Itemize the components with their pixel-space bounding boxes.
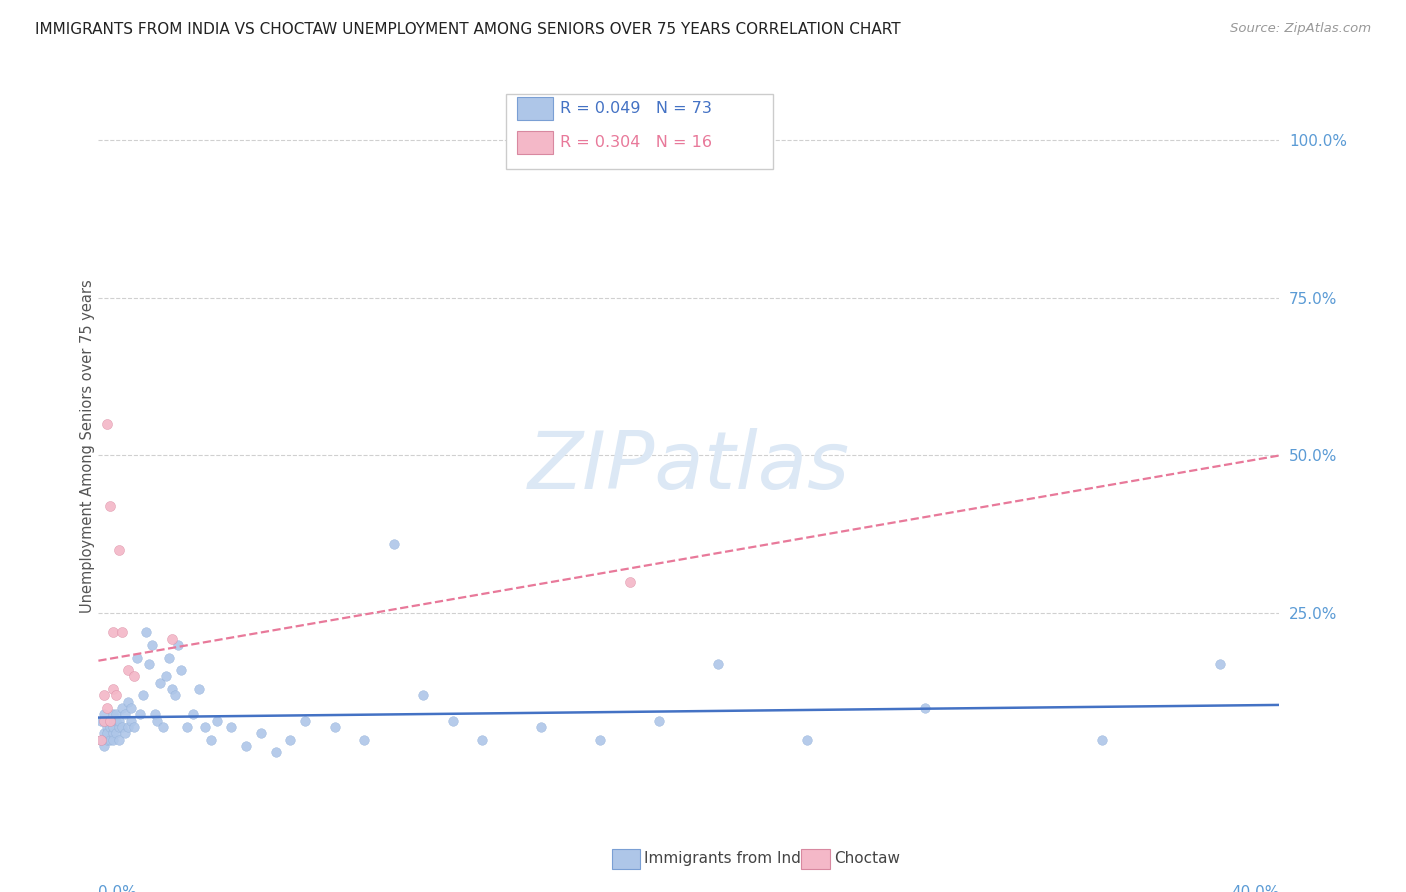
Point (108, 543, 131, 558)
Point (96, 417, 118, 431)
Point (96, 732, 118, 747)
Point (117, 720, 139, 734)
Point (103, 720, 125, 734)
Point (98, 714, 121, 728)
Point (170, 663, 193, 677)
Point (176, 720, 198, 734)
Point (219, 720, 242, 734)
Point (796, 732, 818, 747)
Point (138, 657, 160, 671)
Point (323, 720, 346, 734)
Point (108, 732, 131, 747)
Point (117, 663, 139, 677)
Point (135, 625, 157, 640)
Point (194, 720, 217, 734)
Point (93, 726, 115, 740)
Point (382, 537, 405, 551)
Y-axis label: Unemployment Among Seniors over 75 years: Unemployment Among Seniors over 75 years (80, 279, 94, 613)
Point (707, 657, 730, 671)
Point (187, 682, 209, 697)
Point (235, 739, 257, 753)
Point (589, 732, 612, 747)
Text: 40.0%: 40.0% (1232, 885, 1279, 892)
Point (152, 720, 174, 734)
Point (165, 689, 187, 703)
Point (149, 675, 172, 690)
Point (98, 714, 121, 728)
Text: ZIPatlas: ZIPatlas (527, 428, 851, 507)
Point (93, 714, 115, 728)
Point (141, 638, 163, 652)
Point (90, 732, 112, 747)
Point (105, 714, 128, 728)
Point (162, 632, 183, 646)
Point (122, 720, 145, 734)
Point (103, 682, 125, 697)
Point (132, 689, 155, 703)
Text: Choctaw: Choctaw (834, 851, 900, 865)
Point (108, 720, 131, 734)
Text: Source: ZipAtlas.com: Source: ZipAtlas.com (1230, 22, 1371, 36)
Point (250, 726, 273, 740)
Point (98, 732, 121, 747)
Point (111, 720, 134, 734)
Point (157, 650, 180, 665)
Point (146, 714, 169, 728)
Point (105, 689, 128, 703)
Point (530, 720, 553, 734)
Point (103, 732, 125, 747)
Point (120, 701, 142, 715)
Point (93, 689, 115, 703)
Point (1091, 732, 1114, 747)
Point (98, 720, 121, 734)
Point (111, 625, 134, 640)
Point (278, 732, 302, 747)
Point (90, 714, 112, 728)
Point (108, 714, 131, 728)
Point (167, 638, 190, 652)
Point (619, 574, 641, 589)
Point (648, 714, 671, 728)
Point (93, 707, 115, 722)
Point (143, 707, 166, 722)
Point (471, 732, 494, 747)
Point (96, 726, 118, 740)
Point (128, 707, 150, 722)
Point (117, 695, 139, 709)
Point (103, 625, 125, 640)
Point (181, 707, 204, 722)
Point (90, 732, 112, 747)
Point (96, 720, 118, 734)
Point (96, 701, 118, 715)
Point (294, 714, 316, 728)
Point (353, 732, 375, 747)
Point (120, 714, 142, 728)
Point (96, 714, 118, 728)
Point (155, 669, 177, 683)
Point (412, 689, 434, 703)
Point (111, 701, 134, 715)
Point (114, 707, 136, 722)
Text: R = 0.304   N = 16: R = 0.304 N = 16 (560, 136, 711, 150)
Point (114, 726, 136, 740)
Text: Immigrants from India: Immigrants from India (644, 851, 814, 865)
Point (200, 732, 222, 747)
Point (103, 707, 125, 722)
Point (914, 701, 936, 715)
Text: 0.0%: 0.0% (98, 885, 138, 892)
Point (264, 745, 287, 759)
Point (441, 714, 464, 728)
Point (98, 499, 121, 513)
Point (93, 739, 115, 753)
Point (122, 669, 145, 683)
Point (205, 714, 228, 728)
Point (103, 726, 125, 740)
Point (105, 707, 128, 722)
Point (162, 682, 183, 697)
Point (105, 726, 128, 740)
Point (125, 650, 148, 665)
Text: IMMIGRANTS FROM INDIA VS CHOCTAW UNEMPLOYMENT AMONG SENIORS OVER 75 YEARS CORREL: IMMIGRANTS FROM INDIA VS CHOCTAW UNEMPLO… (35, 22, 901, 37)
Point (1209, 657, 1232, 671)
Text: R = 0.049   N = 73: R = 0.049 N = 73 (560, 102, 711, 116)
